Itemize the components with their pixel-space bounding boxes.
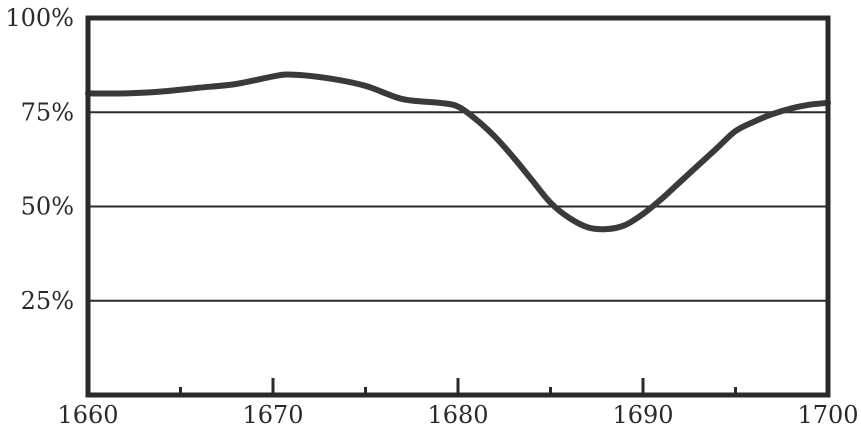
x-tick-label-1680: 1680	[427, 401, 488, 428]
x-tick-label-1690: 1690	[612, 401, 673, 428]
y-tick-label-50: 50%	[21, 193, 74, 221]
y-axis-tick-labels: 25% 50% 75% 100%	[5, 4, 74, 315]
x-tick-label-1700: 1700	[797, 401, 858, 428]
x-axis-tick-labels: 1660 1670 1680 1690 1700	[57, 401, 858, 428]
x-tick-label-1660: 1660	[57, 401, 118, 428]
y-tick-label-75: 75%	[21, 98, 74, 126]
x-axis-ticks	[179, 378, 737, 395]
x-tick-label-1670: 1670	[242, 401, 303, 428]
y-tick-label-100: 100%	[5, 4, 74, 32]
y-tick-label-25: 25%	[21, 287, 74, 315]
gridlines	[88, 111, 828, 302]
series-line	[85, 71, 831, 233]
